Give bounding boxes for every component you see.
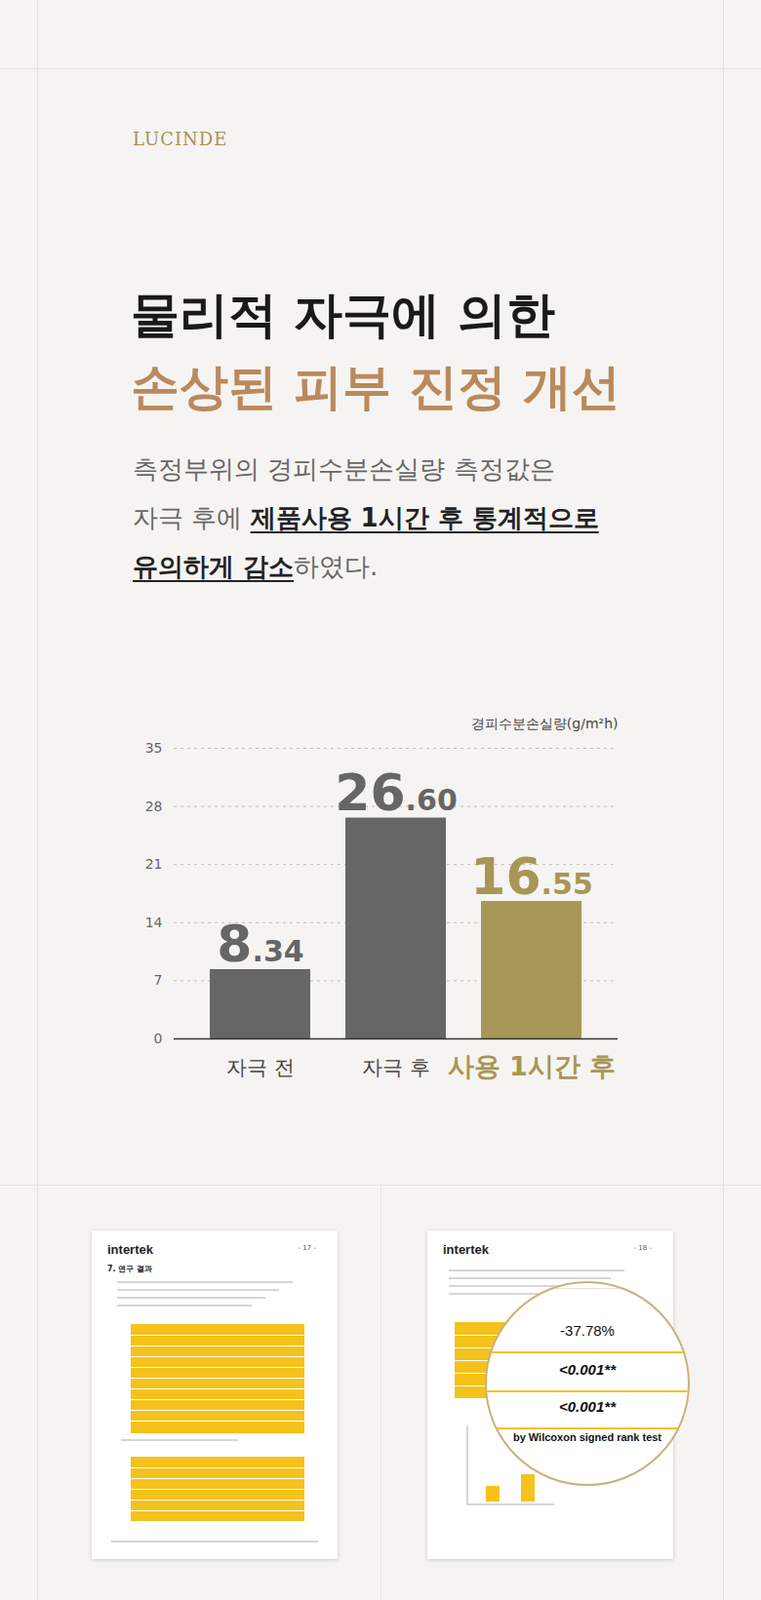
svg-text:26.60: 26.60 (334, 763, 458, 823)
html-text:물리적 자극에 의한: 물리적 자극에 의한 (130, 286, 555, 344)
html-text:intertek: intertek (442, 1242, 489, 1258)
svg-text:경피수분손실량(g/m²h): 경피수분손실량(g/m²h) (471, 716, 619, 732)
svg-text:16.55: 16.55 (470, 847, 594, 907)
svg-text:0: 0 (154, 1031, 163, 1047)
html-text:7. 연구 결과: 7. 연구 결과 (107, 1265, 153, 1275)
svg-text:28: 28 (145, 799, 163, 815)
svg-text:8.34: 8.34 (216, 915, 304, 974)
svg-text:자극 전: 자극 전 (226, 1056, 295, 1081)
html-text:LUCINDE: LUCINDE (132, 128, 228, 150)
svg-text:21: 21 (145, 856, 163, 873)
html-text:intertek: intertek (107, 1242, 154, 1258)
html-text:손상된 피부 진정 개선: 손상된 피부 진정 개선 (130, 359, 621, 416)
html-text:유의하게 감소하였다.: 유의하게 감소하였다. (132, 552, 378, 582)
html-text:by Wilcoxon signed rank test: by Wilcoxon signed rank test (513, 1432, 662, 1444)
html-text:<0.001**: <0.001** (559, 1361, 616, 1379)
html-text:<0.001**: <0.001** (559, 1399, 616, 1416)
html-text:자극 후에제품사용 1시간 후 통계적으로: 자극 후에제품사용 1시간 후 통계적으로 (132, 503, 599, 533)
svg-text:14: 14 (145, 915, 163, 931)
html-text:측정부위의 경피수분손실량 측정값은: 측정부위의 경피수분손실량 측정값은 (132, 454, 555, 484)
html-text:-37.78%: -37.78% (560, 1322, 615, 1340)
svg-text:자극 후: 자극 후 (361, 1056, 431, 1081)
html-text:- 18 -: - 18 - (633, 1244, 652, 1253)
svg-text:사용 1시간 후: 사용 1시간 후 (447, 1051, 617, 1082)
html-text:- 17 -: - 17 - (298, 1244, 317, 1253)
svg-text:7: 7 (154, 972, 163, 989)
svg-text:35: 35 (145, 740, 163, 757)
